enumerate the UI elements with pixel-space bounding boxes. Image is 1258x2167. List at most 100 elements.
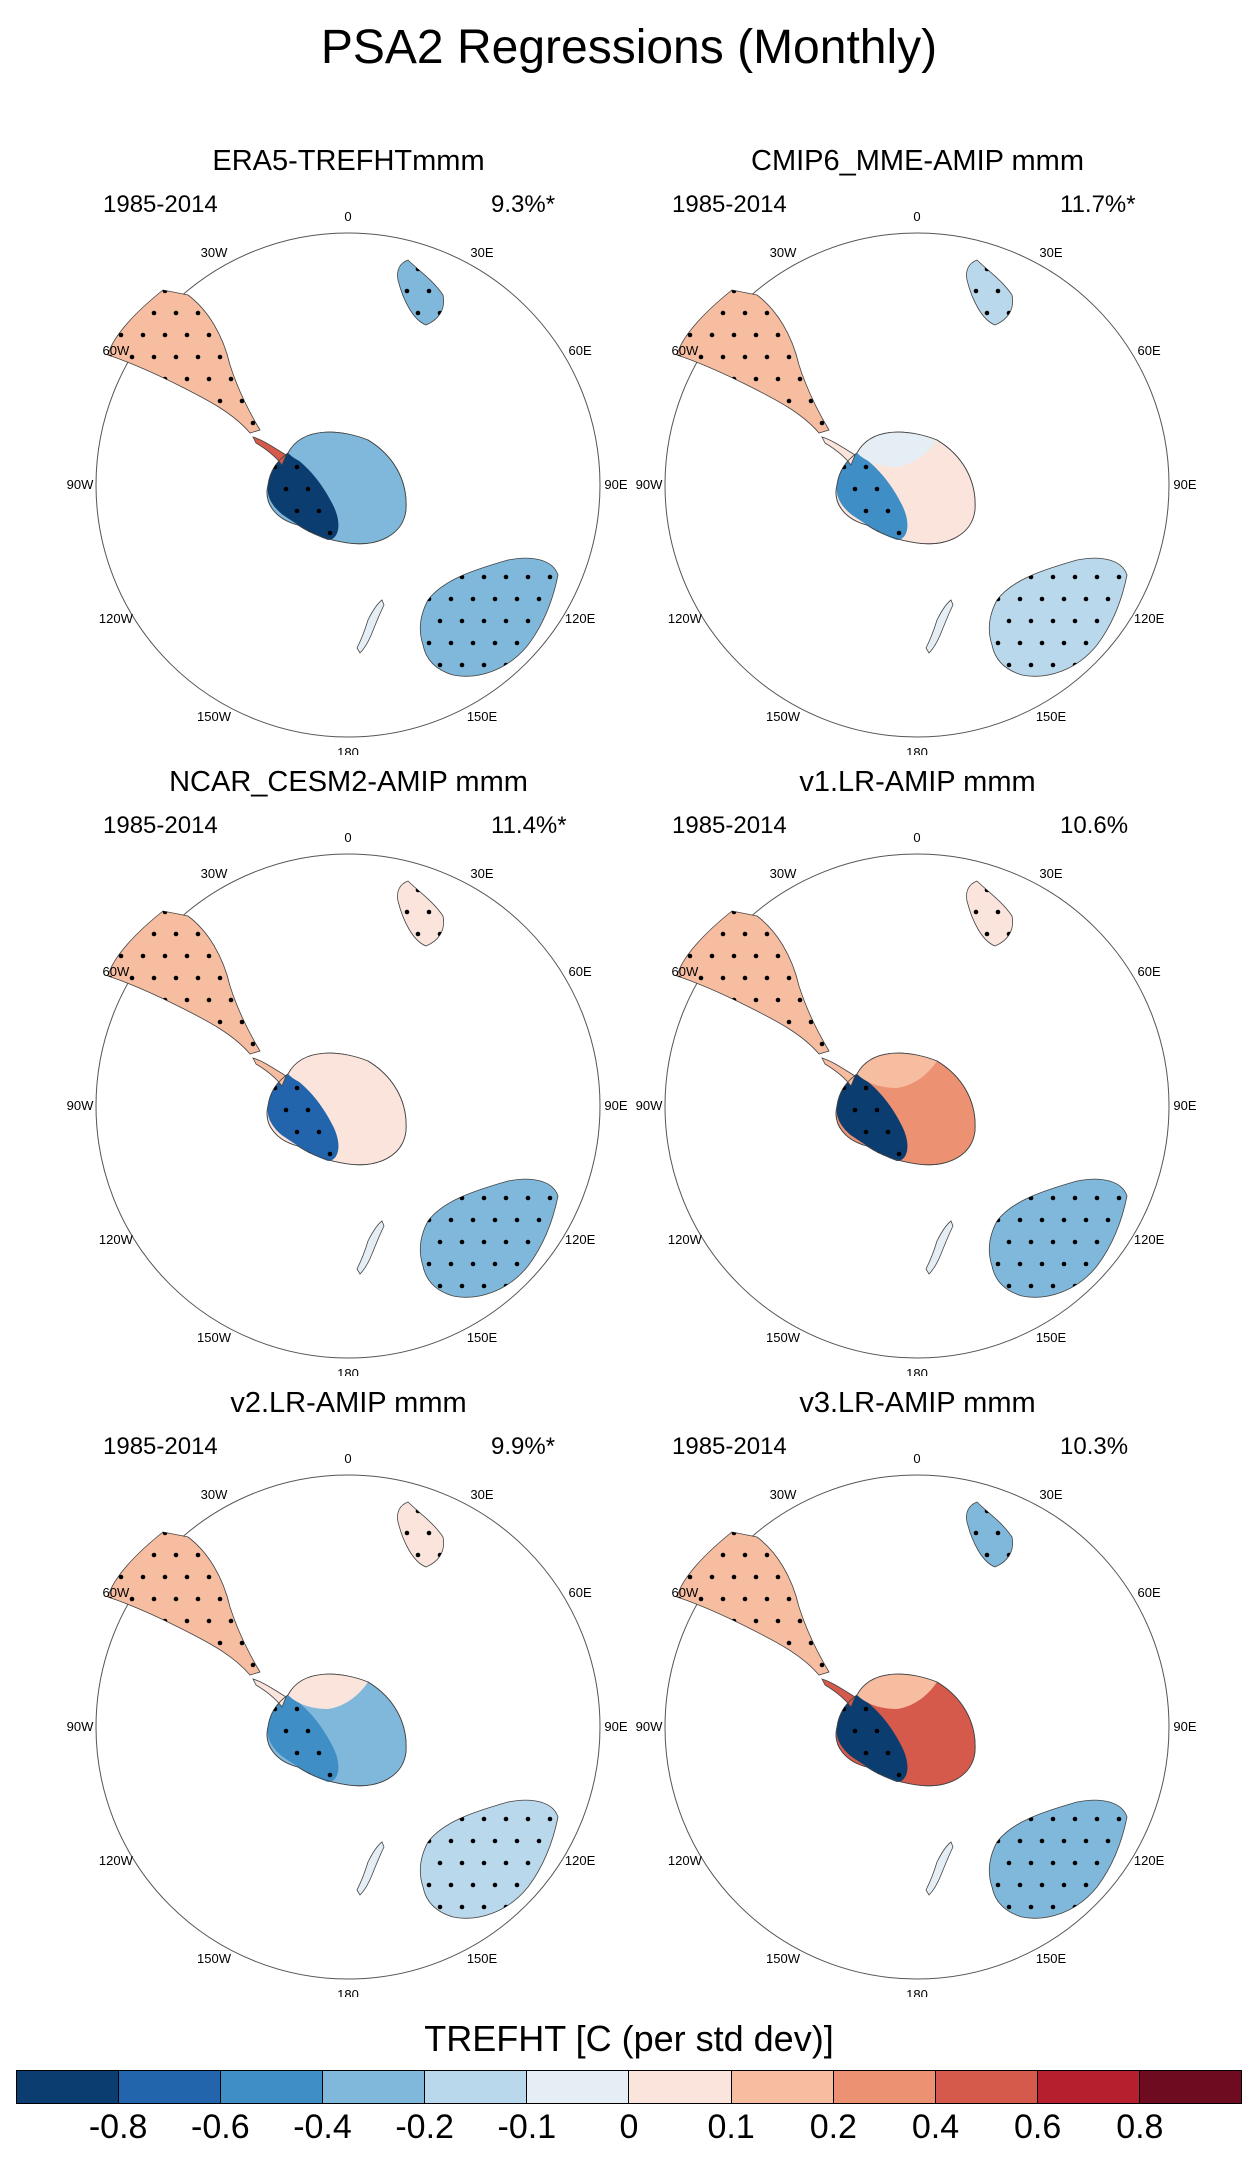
- polar-map: 0 30E 60E 90E 120E 150E 180 150W 120W 90W 60W 30W: [636, 830, 1197, 1376]
- longitude-label: 150E: [467, 1330, 498, 1345]
- panel-title: v3.LR-AMIP mmm: [799, 1387, 1036, 1419]
- colorbar-tick-label: 0.4: [911, 2108, 960, 2146]
- colorbar-tick-label: -0.6: [191, 2108, 250, 2146]
- longitude-label: 90W: [67, 477, 94, 492]
- west-antarctica-anomaly: [836, 1695, 908, 1782]
- west-antarctica-anomaly: [267, 453, 339, 540]
- africa: [966, 259, 1014, 326]
- longitude-label: 0: [913, 830, 920, 845]
- land-layer: [107, 1501, 559, 1919]
- australia: [988, 1799, 1128, 1919]
- longitude-label: 180: [906, 745, 928, 755]
- longitude-label: 150E: [1036, 1951, 1067, 1966]
- colorbar-tick-label: 0.8: [1116, 2108, 1164, 2146]
- longitude-label: 180: [337, 1366, 359, 1376]
- longitude-label: 90E: [604, 1098, 627, 1113]
- polar-map: 0 30E 60E 90E 120E 150E 180 150W 120W 90W 60W 30W: [636, 1451, 1197, 1997]
- antarctica-coastline: [266, 431, 407, 545]
- longitude-label: 150W: [766, 709, 801, 724]
- longitude-label: 0: [913, 209, 920, 224]
- panel-title: v1.LR-AMIP mmm: [799, 766, 1036, 798]
- panel-period: 1985-2014: [672, 191, 787, 218]
- longitude-label: 180: [337, 745, 359, 755]
- south-america: [676, 910, 830, 1055]
- antarctic-peninsula: [821, 436, 856, 466]
- longitude-label: 90W: [67, 1719, 94, 1734]
- longitude-label: 30W: [201, 1487, 228, 1502]
- longitude-label: 150E: [1036, 709, 1067, 724]
- colorbar-box: [119, 2071, 222, 2103]
- longitude-label: 120E: [565, 1853, 596, 1868]
- longitude-label: 0: [344, 830, 351, 845]
- polar-map: 0 30E 60E 90E 120E 150E 180 150W 120W 90W 60W 30W: [636, 209, 1197, 755]
- longitude-label: 30W: [770, 1487, 797, 1502]
- west-antarctica-anomaly: [836, 1074, 908, 1161]
- map-panel: CMIP6_MME-AMIP mmm 1985-2014 11.7%* 0 30E 60E…: [569, 145, 1198, 755]
- land-layer: [676, 880, 1128, 1298]
- longitude-label: 150W: [197, 1951, 232, 1966]
- colorbar-box: [629, 2071, 732, 2103]
- longitude-label: 30W: [201, 245, 228, 260]
- africa: [397, 880, 445, 947]
- colorbar-box: [731, 2071, 834, 2103]
- longitude-label: 60W: [672, 1585, 699, 1600]
- colorbar: [16, 2070, 1242, 2104]
- panel-period: 1985-2014: [672, 1433, 787, 1460]
- colorbar-title: TREFHT [C (per std dev)]: [424, 2018, 834, 2059]
- panel-period: 1985-2014: [672, 812, 787, 839]
- antarctica-coastline: [266, 1052, 407, 1166]
- south-america: [107, 910, 261, 1055]
- west-antarctica-anomaly: [267, 1074, 339, 1161]
- longitude-label: 150W: [197, 709, 232, 724]
- longitude-label: 60E: [569, 964, 592, 979]
- longitude-label: 120W: [668, 611, 703, 626]
- land-layer: [107, 259, 559, 677]
- polar-map: 0 30E 60E 90E 120E 150E 180 150W 120W 90W 60W 30W: [67, 209, 628, 755]
- longitude-label: 90E: [604, 477, 627, 492]
- panel-title: v2.LR-AMIP mmm: [230, 1387, 467, 1419]
- colorbar-box: [17, 2071, 120, 2103]
- colorbar-tick-label: -0.2: [395, 2108, 454, 2146]
- colorbar-box: [833, 2071, 936, 2103]
- longitude-label: 90E: [1173, 477, 1196, 492]
- west-antarctica-anomaly: [267, 1695, 339, 1782]
- africa: [966, 880, 1014, 947]
- longitude-label: 150W: [766, 1951, 801, 1966]
- antarctic-peninsula: [821, 1057, 856, 1087]
- weddell-anomaly: [288, 1053, 368, 1088]
- south-america: [107, 289, 261, 434]
- explained-variance: 11.7%*: [1060, 191, 1136, 218]
- longitude-label: 180: [906, 1366, 928, 1376]
- longitude-label: 90W: [67, 1098, 94, 1113]
- antarctica-coastline: [835, 1673, 976, 1787]
- australia: [988, 1178, 1128, 1298]
- figure-title: PSA2 Regressions (Monthly): [320, 21, 938, 74]
- longitude-label: 60E: [1138, 343, 1161, 358]
- land-layer: [676, 1501, 1128, 1919]
- colorbar-box: [935, 2071, 1038, 2103]
- longitude-label: 180: [337, 1987, 359, 1997]
- longitude-label: 60E: [569, 343, 592, 358]
- antarctic-peninsula: [252, 1057, 287, 1087]
- longitude-label: 60W: [103, 964, 130, 979]
- africa: [397, 259, 445, 326]
- colorbar-box: [323, 2071, 426, 2103]
- colorbar-box: [1139, 2071, 1241, 2103]
- new-zealand: [356, 599, 385, 654]
- map-panel: NCAR_CESM2-AMIP mmm 1985-2014 11.4%* 0 30E 60…: [0, 766, 629, 1376]
- longitude-label: 120E: [1134, 611, 1165, 626]
- explained-variance: 9.3%*: [491, 191, 556, 218]
- south-america: [676, 289, 830, 434]
- australia: [419, 1799, 559, 1919]
- weddell-anomaly: [857, 1674, 937, 1709]
- longitude-label: 60E: [1138, 964, 1161, 979]
- longitude-label: 60W: [103, 343, 130, 358]
- longitude-label: 30W: [201, 866, 228, 881]
- longitude-label: 30E: [470, 866, 493, 881]
- colorbar-tick-label: -0.8: [88, 2108, 148, 2146]
- longitude-label: 60W: [103, 1585, 130, 1600]
- west-antarctica-anomaly: [836, 453, 908, 540]
- panel-period: 1985-2014: [103, 1433, 218, 1460]
- colorbar-tick-label: 0.1: [707, 2108, 755, 2146]
- longitude-label: 30E: [470, 245, 493, 260]
